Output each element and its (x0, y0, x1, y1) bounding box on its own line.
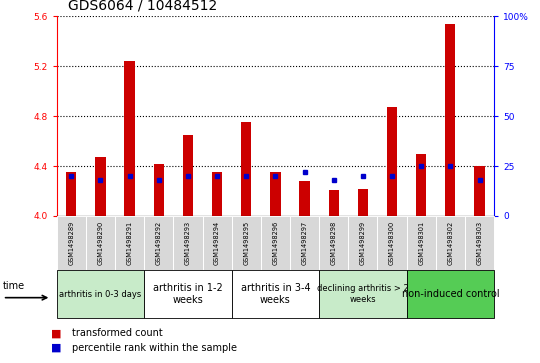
Bar (271, 172, 280, 216)
Text: percentile rank within the sample: percentile rank within the sample (72, 343, 237, 353)
Text: transformed count: transformed count (72, 328, 163, 338)
Text: ■: ■ (51, 328, 62, 338)
Text: GSM1498303: GSM1498303 (476, 221, 483, 265)
Bar (475, 166, 484, 216)
Text: GSM1498294: GSM1498294 (214, 221, 220, 265)
Text: non-induced control: non-induced control (402, 289, 499, 299)
Bar (241, 122, 251, 216)
Bar (358, 188, 368, 216)
Text: GSM1498297: GSM1498297 (301, 221, 308, 265)
Text: GSM1498291: GSM1498291 (126, 221, 133, 265)
Bar (125, 61, 134, 216)
Bar (154, 164, 164, 216)
Text: ■: ■ (51, 343, 62, 353)
Bar (66, 172, 76, 216)
Bar (446, 24, 455, 216)
Text: GSM1498302: GSM1498302 (447, 221, 454, 265)
Bar (300, 181, 309, 216)
Text: GSM1498295: GSM1498295 (243, 221, 249, 265)
Bar (96, 157, 105, 216)
Text: arthritis in 0-3 days: arthritis in 0-3 days (59, 290, 141, 298)
Text: GSM1498296: GSM1498296 (272, 221, 279, 265)
Text: GSM1498300: GSM1498300 (389, 221, 395, 265)
Text: GSM1498298: GSM1498298 (330, 221, 337, 265)
Text: time: time (3, 281, 25, 291)
Text: GDS6064 / 10484512: GDS6064 / 10484512 (68, 0, 217, 13)
Text: arthritis in 3-4
weeks: arthritis in 3-4 weeks (241, 283, 310, 305)
Text: declining arthritis > 2
weeks: declining arthritis > 2 weeks (317, 284, 409, 304)
Text: GSM1498299: GSM1498299 (360, 221, 366, 265)
Text: GSM1498289: GSM1498289 (68, 221, 75, 265)
Bar (387, 107, 397, 216)
Bar (416, 154, 426, 216)
Text: GSM1498290: GSM1498290 (97, 221, 104, 265)
Bar (183, 135, 193, 216)
Bar (212, 172, 222, 216)
Text: GSM1498293: GSM1498293 (185, 221, 191, 265)
Text: GSM1498292: GSM1498292 (156, 221, 162, 265)
Bar (329, 190, 339, 216)
Text: arthritis in 1-2
weeks: arthritis in 1-2 weeks (153, 283, 223, 305)
Text: GSM1498301: GSM1498301 (418, 221, 424, 265)
